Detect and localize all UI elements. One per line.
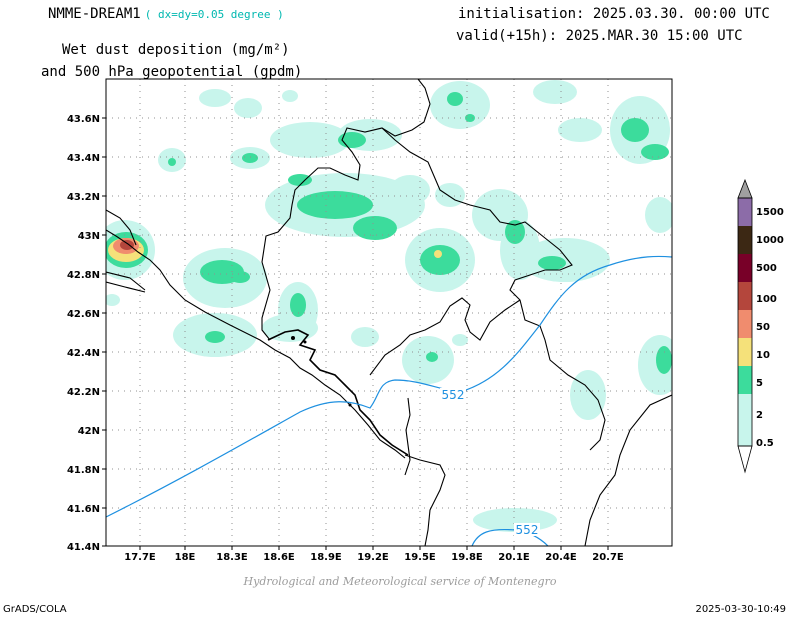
legend-label: 50 — [756, 322, 770, 333]
lon-tick-label: 19.5E — [404, 552, 436, 563]
lat-tick-label: 43.2N — [67, 192, 100, 203]
lon-tick-label: 19.8E — [451, 552, 483, 563]
legend-swatch — [738, 282, 752, 310]
initialisation-time: initialisation: 2025.03.30. 00:00 UTC — [458, 6, 770, 22]
legend-label: 2 — [756, 410, 763, 421]
lat-tick-label: 41.8N — [67, 465, 100, 476]
model-name: NMME-DREAM1 — [48, 6, 141, 22]
lon-tick-label: 20.4E — [545, 552, 577, 563]
lat-tick-label: 42N — [78, 426, 100, 437]
legend-label: 1000 — [756, 235, 784, 246]
variable-title-line1: Wet dust deposition (mg/m²) — [62, 42, 290, 58]
legend-colorbar — [737, 178, 753, 474]
legend-label: 5 — [756, 378, 763, 389]
lat-tick-label: 41.6N — [67, 504, 100, 515]
longitude-labels: 17.7E 18E 18.3E 18.6E 18.9E 19.2E 19.5E … — [124, 552, 624, 563]
legend-swatch — [738, 366, 752, 394]
legend-label: 1500 — [756, 207, 784, 218]
lat-tick-label: 43N — [78, 231, 100, 242]
contour-label-552-a: 552 — [442, 388, 465, 402]
lat-tick-label: 42.6N — [67, 309, 100, 320]
legend-label: 0.5 — [756, 438, 774, 449]
valid-time: valid(+15h): 2025.MAR.30 15:00 UTC — [456, 28, 743, 44]
lon-tick-label: 18E — [175, 552, 196, 563]
credit-line: Hydrological and Meteorological service … — [243, 575, 557, 588]
legend-swatch — [738, 226, 752, 254]
legend-swatch — [738, 422, 752, 446]
lat-tick-label: 42.2N — [67, 387, 100, 398]
lon-tick-label: 19.2E — [357, 552, 389, 563]
latitude-labels: 43.6N 43.4N 43.2N 43N 42.8N 42.6N 42.4N … — [67, 114, 100, 553]
resolution-label: ( dx=dy=0.05 degree ) — [144, 8, 284, 21]
lat-tick-label: 43.6N — [67, 114, 100, 125]
lat-tick-label: 43.4N — [67, 153, 100, 164]
coastline-islands — [291, 336, 352, 407]
lat-tick-label: 42.8N — [67, 270, 100, 281]
deposition-50-area — [120, 240, 134, 250]
lat-tick-label: 41.4N — [67, 542, 100, 553]
country-borders — [106, 79, 672, 546]
legend-label: 100 — [756, 294, 777, 305]
model-title: NMME-DREAM1( dx=dy=0.05 degree ) — [48, 6, 284, 22]
legend-swatch — [738, 254, 752, 282]
generated-timestamp: 2025-03-30-10:49 — [695, 604, 786, 615]
lon-tick-label: 20.7E — [592, 552, 624, 563]
lat-tick-label: 42.4N — [67, 348, 100, 359]
axis-tick-marks — [102, 117, 609, 550]
legend-bottom-arrow — [738, 446, 752, 472]
legend-label: 10 — [756, 350, 770, 361]
legend-swatch — [738, 310, 752, 338]
lon-tick-label: 18.6E — [263, 552, 295, 563]
legend-swatch — [738, 394, 752, 422]
lon-tick-label: 18.3E — [216, 552, 248, 563]
software-label: GrADS/COLA — [3, 604, 67, 615]
dust-deposition-field — [106, 79, 672, 546]
legend-labels: 1500 1000 500 100 50 10 5 2 0.5 — [756, 207, 784, 449]
legend-top-arrow — [738, 180, 752, 198]
lon-tick-label: 17.7E — [124, 552, 156, 563]
contour-label-552-b: 552 — [516, 523, 539, 537]
legend-label: 500 — [756, 263, 777, 274]
legend-swatch — [738, 338, 752, 366]
variable-title-line2: and 500 hPa geopotential (gpdm) — [41, 64, 303, 80]
lon-tick-label: 20.1E — [498, 552, 530, 563]
lon-tick-label: 18.9E — [310, 552, 342, 563]
legend-swatch — [738, 198, 752, 226]
